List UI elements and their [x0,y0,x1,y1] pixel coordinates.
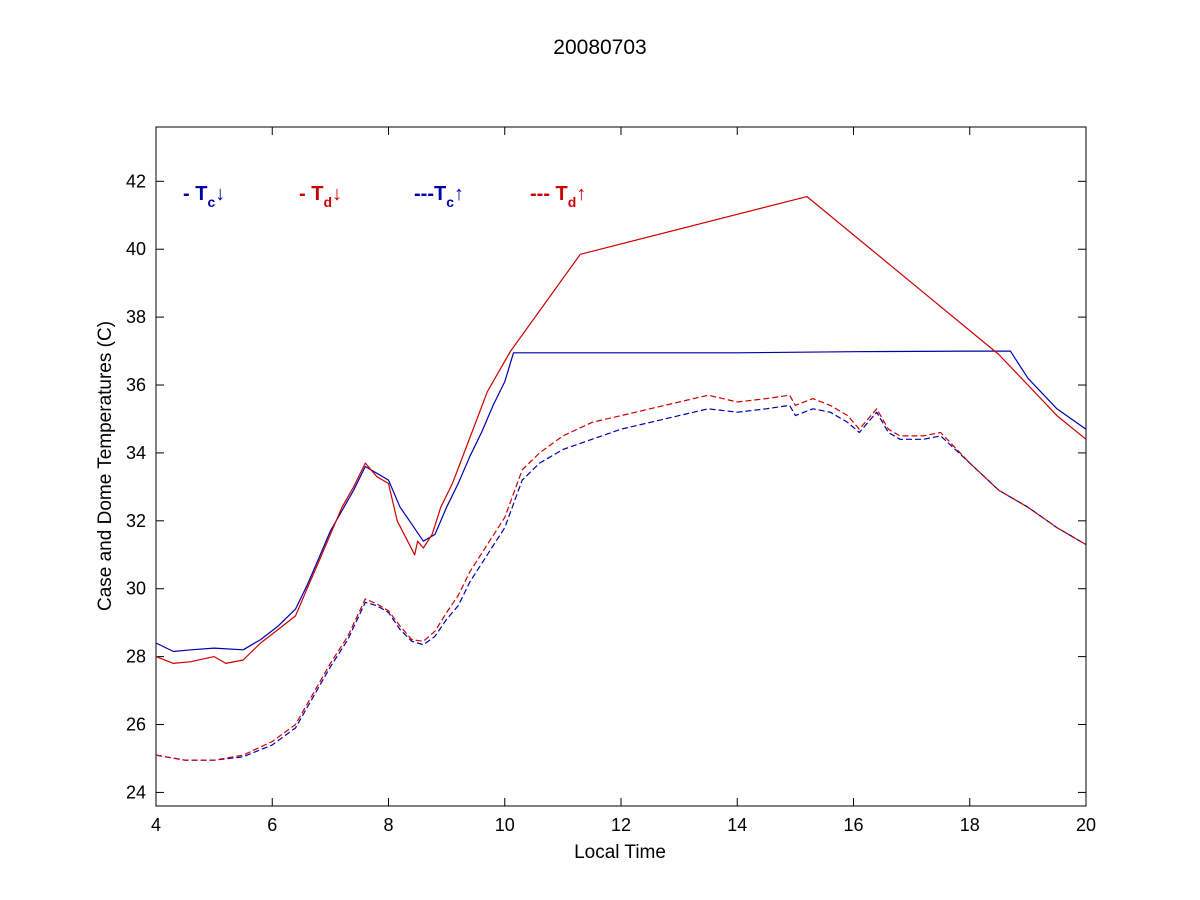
series-line-3 [155,404,1087,761]
y-tick-label: 28 [126,647,146,667]
legend-main: T [434,183,446,205]
x-tick-label: 10 [495,815,515,835]
series-group [155,196,1087,761]
x-axis-label: Local Time [574,842,666,863]
legend-main: T [556,183,568,205]
y-tick-label: 42 [126,171,146,191]
y-tick-label: 26 [126,715,146,735]
x-tick-label: 6 [267,815,277,835]
y-tick-label: 34 [126,443,146,463]
legend-subscript: d [323,194,332,210]
y-axis-label: Case and Dome Temperatures (C) [95,321,116,611]
chart-title: 20080703 [553,36,646,59]
x-tick-label: 12 [611,815,631,835]
legend-prefix: - [183,183,195,205]
legend-arrow: ↓ [332,183,342,205]
x-tick-label: 14 [727,815,747,835]
y-tick-label: 24 [126,782,146,802]
legend-main: T [311,183,323,205]
series-line-1 [155,350,1087,653]
x-tick-label: 20 [1076,815,1096,835]
legend-entry-3: ---Tc↑ [414,183,464,210]
legend-prefix: --- [530,183,556,205]
legend-arrow: ↑ [576,183,586,205]
legend-prefix: --- [414,183,434,205]
x-tick-label: 16 [843,815,863,835]
legend: - Tc↓ - Td↓ ---Tc↑ --- Td↑ [183,183,586,210]
x-tick-label: 4 [151,815,161,835]
x-tick-label: 8 [383,815,393,835]
legend-entry-4: --- Td↑ [530,183,586,210]
legend-prefix: - [299,183,311,205]
legend-arrow: ↓ [215,183,225,205]
y-tick-label: 38 [126,307,146,327]
axis-ticks: 4 6 8 10 12 14 16 18 20 24 26 28 30 32 34 36 38 40 42 [126,127,1096,835]
series-line-2 [155,196,1087,665]
legend-arrow: ↑ [454,183,464,205]
legend-entry-2: - Td↓ [299,183,342,210]
x-tick-label: 18 [960,815,980,835]
legend-entry-1: - Tc↓ [183,183,225,210]
y-tick-label: 30 [126,579,146,599]
legend-subscript: d [568,194,577,210]
legend-subscript: c [446,194,454,210]
legend-main: T [195,183,207,205]
legend-subscript: c [207,194,215,210]
y-tick-label: 32 [126,511,146,531]
y-tick-label: 40 [126,239,146,259]
y-tick-label: 36 [126,375,146,395]
